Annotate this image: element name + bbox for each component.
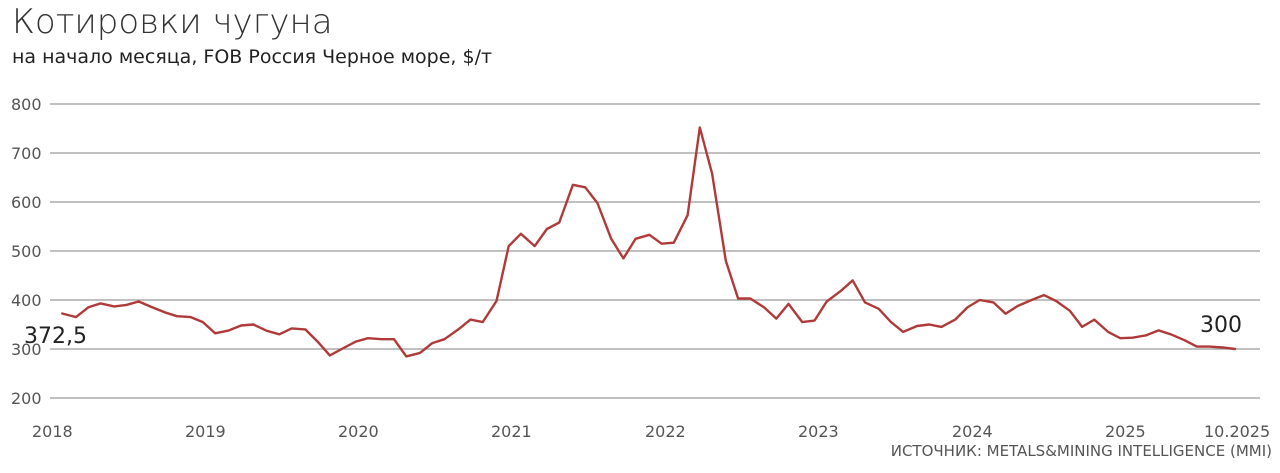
x-tick-label: 2021 bbox=[491, 422, 532, 441]
x-tick-label: 2023 bbox=[798, 422, 839, 441]
y-tick-label: 700 bbox=[11, 144, 42, 163]
x-axis-ticks: 2018 2019 2020 2021 2022 2023 2024 2025 10.2025 bbox=[32, 422, 1270, 441]
y-tick-label: 200 bbox=[11, 389, 42, 408]
data-label: 300 bbox=[1200, 313, 1242, 338]
chart-title: Котировки чугуна bbox=[12, 2, 333, 42]
chart-subtitle: на начало месяца, FOB Россия Черное море… bbox=[12, 46, 493, 68]
source-note: ИСТОЧНИК: METALS&MINING INTELLIGENCE (MM… bbox=[890, 442, 1272, 460]
y-tick-label: 500 bbox=[11, 242, 42, 261]
y-tick-label: 600 bbox=[11, 193, 42, 212]
series-line bbox=[61, 126, 1237, 358]
x-tick-label: 10.2025 bbox=[1204, 422, 1270, 441]
x-tick-label: 2025 bbox=[1105, 422, 1146, 441]
data-label: 372,5 bbox=[24, 324, 87, 349]
annotations: 372,5 300 bbox=[24, 313, 1242, 349]
y-tick-label: 300 bbox=[11, 340, 42, 359]
y-tick-label: 800 bbox=[11, 95, 42, 114]
x-tick-label: 2022 bbox=[645, 422, 686, 441]
grid-lines bbox=[50, 103, 1260, 399]
x-tick-label: 2024 bbox=[952, 422, 993, 441]
x-tick-label: 2018 bbox=[32, 422, 73, 441]
x-tick-label: 2020 bbox=[338, 422, 379, 441]
x-tick-label: 2019 bbox=[185, 422, 226, 441]
y-tick-label: 400 bbox=[11, 291, 42, 310]
y-axis-ticks: 200 300 400 500 600 700 800 bbox=[11, 95, 42, 408]
